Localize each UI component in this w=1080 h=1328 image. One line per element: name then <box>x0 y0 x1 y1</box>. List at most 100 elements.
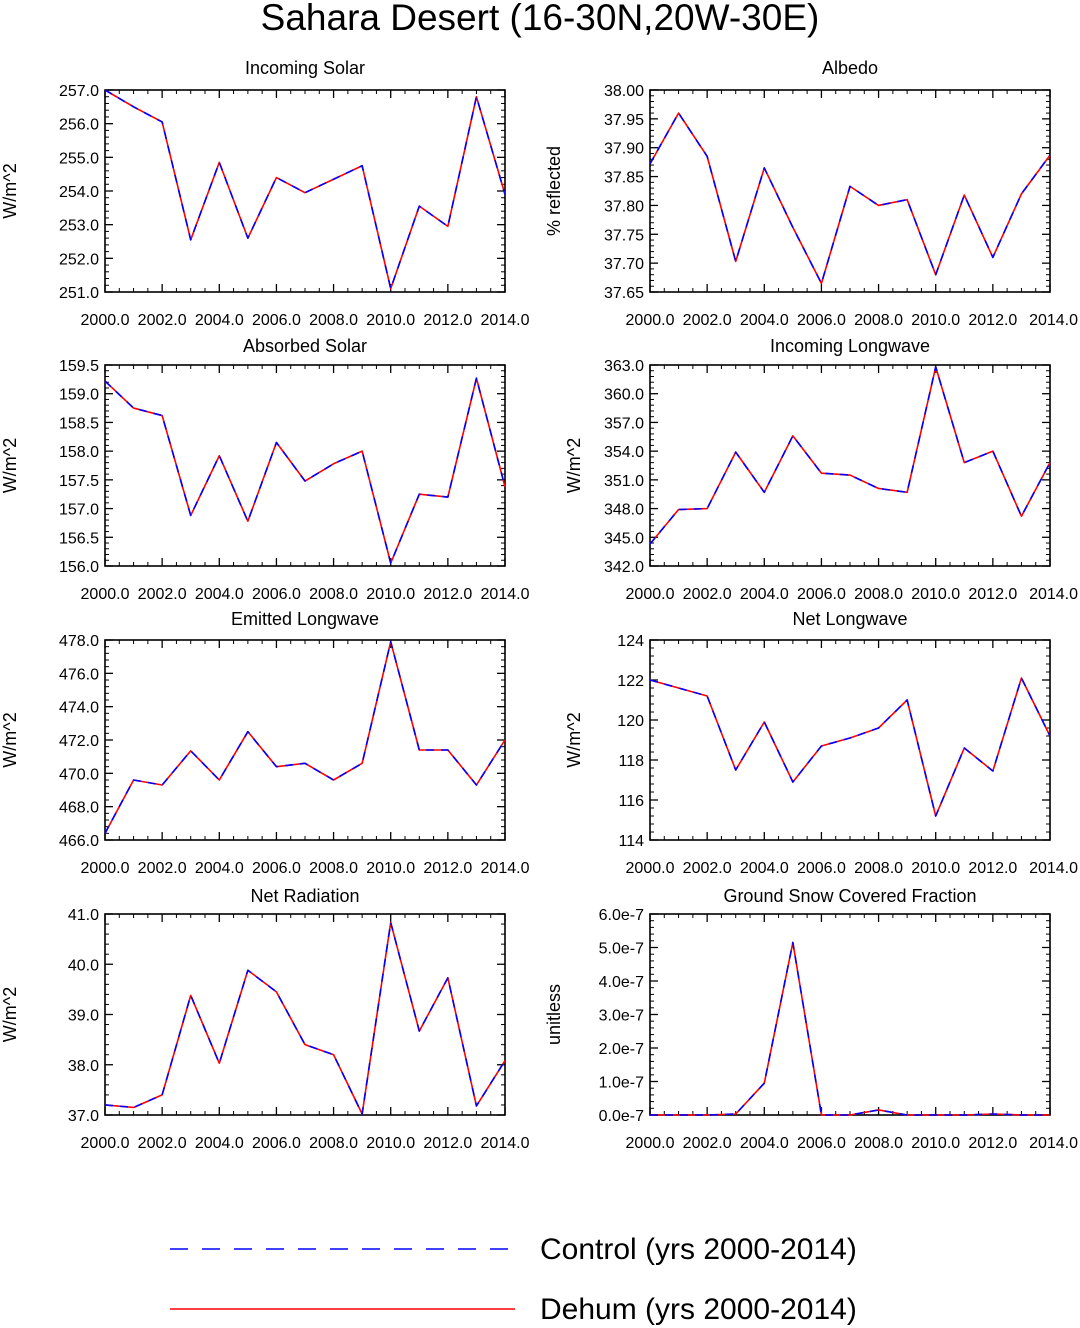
ytick-label: 37.90 <box>604 141 644 158</box>
series-line-dehum-ground-snow-covered-fraction <box>650 941 1050 1116</box>
plot-frame-albedo <box>649 89 1051 293</box>
panel-title-absorbed-solar: Absorbed Solar <box>243 336 367 356</box>
ylabel-incoming-longwave: W/m^2 <box>564 438 584 493</box>
series-line-control-net-longwave <box>649 677 1051 817</box>
xtick-label: 2000.0 <box>626 860 675 877</box>
xtick-label: 2000.0 <box>81 1135 130 1152</box>
xtick-label: 2008.0 <box>854 860 903 877</box>
ytick-label: 255.0 <box>59 150 99 167</box>
xtick-label: 2000.0 <box>626 1135 675 1152</box>
ytick-label: 478.0 <box>59 633 99 650</box>
panel-net-radiation: Net Radiation 37.0 38.0 39.0 40.0 41.0 2000.0 2… <box>0 886 530 1152</box>
ytick-label: 37.85 <box>604 170 644 187</box>
panel-ground-snow-covered-fraction: Ground Snow Covered Fraction 0.0e-7 1.0e-7… <box>544 886 1078 1152</box>
ytick-label: 474.0 <box>59 700 99 717</box>
ytick-label: 251.0 <box>59 285 99 302</box>
ylabel-albedo: % reflected <box>544 146 564 236</box>
ytick-label: 122 <box>617 673 644 690</box>
series-line-dehum-emitted-longwave <box>104 640 506 834</box>
panel-incoming-longwave: Incoming Longwave 342.0 345.0 348.0 351.0 354… <box>564 336 1078 603</box>
xtick-label: 2008.0 <box>854 1135 903 1152</box>
xtick-label: 2000.0 <box>81 586 130 603</box>
ytick-label: 3.0e-7 <box>599 1008 644 1025</box>
ytick-label: 41.0 <box>68 907 99 924</box>
xtick-label: 2010.0 <box>366 860 415 877</box>
ytick-label: 476.0 <box>59 666 99 683</box>
xtick-label: 2008.0 <box>854 586 903 603</box>
series-line-control-incoming-longwave <box>649 366 1051 545</box>
series-line-control-emitted-longwave <box>104 640 506 834</box>
ytick-label: 156.0 <box>59 559 99 576</box>
series-line-dehum-incoming-longwave <box>649 366 1051 545</box>
xtick-label: 2006.0 <box>797 586 846 603</box>
panel-incoming-solar: Incoming Solar 251.0 252.0 253.0 254.0 255.0 2… <box>0 58 530 329</box>
xtick-label: 2014.0 <box>481 586 530 603</box>
series-line-control-net-radiation <box>104 921 506 1115</box>
series-line-control-albedo <box>649 112 1051 285</box>
ylabel-absorbed-solar: W/m^2 <box>0 438 20 493</box>
ytick-label: 38.00 <box>604 83 644 100</box>
ytick-label: 363.0 <box>604 358 644 375</box>
series-line-dehum-absorbed-solar <box>104 377 506 564</box>
panel-title-ground-snow-covered-fraction: Ground Snow Covered Fraction <box>723 886 976 906</box>
xtick-label: 2012.0 <box>423 312 472 329</box>
panel-title-net-longwave: Net Longwave <box>792 609 907 629</box>
series-line-dehum-net-longwave <box>649 677 1051 817</box>
plot-frame-incoming-longwave <box>649 364 1051 567</box>
xtick-label: 2002.0 <box>138 1135 187 1152</box>
xtick-label: 2008.0 <box>309 860 358 877</box>
xtick-label: 2010.0 <box>366 312 415 329</box>
ytick-label: 37.70 <box>604 256 644 273</box>
ytick-label: 2.0e-7 <box>599 1041 644 1058</box>
xtick-label: 2002.0 <box>138 860 187 877</box>
ytick-label: 157.5 <box>59 473 99 490</box>
ytick-label: 253.0 <box>59 218 99 235</box>
ytick-label: 0.0e-7 <box>599 1108 644 1125</box>
xtick-label: 2006.0 <box>252 860 301 877</box>
xtick-label: 2002.0 <box>683 586 732 603</box>
xtick-label: 2004.0 <box>740 1135 789 1152</box>
ytick-label: 124 <box>617 633 644 650</box>
xtick-label: 2010.0 <box>911 312 960 329</box>
xtick-label: 2012.0 <box>423 1135 472 1152</box>
ylabel-ground-snow-covered-fraction: unitless <box>544 984 564 1045</box>
xtick-label: 2004.0 <box>195 1135 244 1152</box>
xtick-label: 2008.0 <box>854 312 903 329</box>
ytick-label: 256.0 <box>59 117 99 134</box>
xtick-label: 2006.0 <box>797 1135 846 1152</box>
ytick-label: 158.5 <box>59 415 99 432</box>
ytick-label: 468.0 <box>59 800 99 817</box>
xtick-label: 2010.0 <box>911 1135 960 1152</box>
xtick-label: 2000.0 <box>626 312 675 329</box>
panels-group: Incoming Solar 251.0 252.0 253.0 254.0 255.0 2… <box>0 58 1078 1152</box>
ylabel-net-radiation: W/m^2 <box>0 987 20 1042</box>
ytick-label: 156.5 <box>59 530 99 547</box>
ytick-label: 120 <box>617 713 644 730</box>
ytick-label: 360.0 <box>604 387 644 404</box>
ytick-label: 38.0 <box>68 1058 99 1075</box>
ylabel-incoming-solar: W/m^2 <box>0 163 20 218</box>
series-line-control-ground-snow-covered-fraction <box>650 941 1050 1116</box>
xtick-label: 2012.0 <box>968 312 1017 329</box>
xtick-label: 2000.0 <box>81 860 130 877</box>
ytick-label: 472.0 <box>59 733 99 750</box>
xtick-label: 2012.0 <box>968 860 1017 877</box>
series-line-control-incoming-solar <box>104 89 506 290</box>
ytick-label: 37.95 <box>604 112 644 129</box>
ytick-label: 254.0 <box>59 184 99 201</box>
xtick-label: 2014.0 <box>481 1135 530 1152</box>
ytick-label: 354.0 <box>604 444 644 461</box>
series-line-control-absorbed-solar <box>104 377 506 564</box>
xtick-label: 2002.0 <box>683 1135 732 1152</box>
series-line-dehum-albedo <box>649 112 1051 285</box>
plot-frame-ground-snow-covered-fraction <box>649 913 1051 1116</box>
xtick-label: 2004.0 <box>740 312 789 329</box>
xtick-label: 2002.0 <box>138 586 187 603</box>
legend: Control (yrs 2000-2014) Dehum (yrs 2000-… <box>170 1233 857 1326</box>
legend-dehum-label: Dehum (yrs 2000-2014) <box>540 1293 857 1326</box>
ytick-label: 37.0 <box>68 1108 99 1125</box>
xtick-label: 2002.0 <box>138 312 187 329</box>
xtick-label: 2012.0 <box>968 586 1017 603</box>
xtick-label: 2008.0 <box>309 1135 358 1152</box>
xtick-label: 2000.0 <box>81 312 130 329</box>
